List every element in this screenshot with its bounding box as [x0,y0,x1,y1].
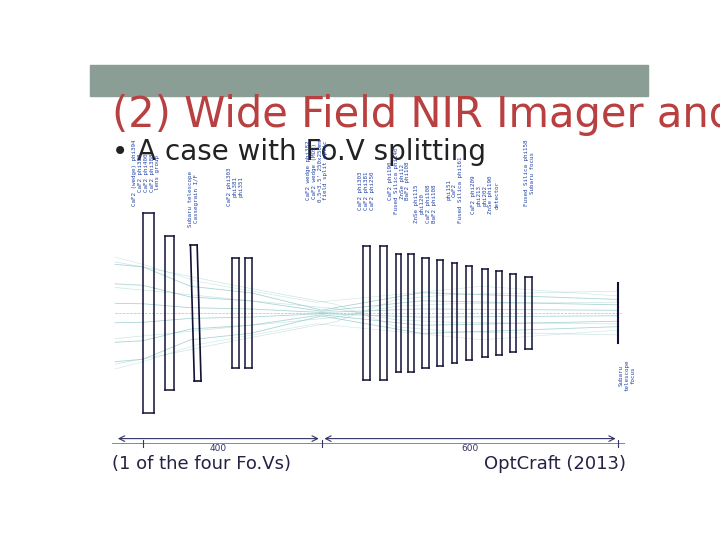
Text: 600: 600 [462,443,479,453]
Text: CaF2 phi303
CaF2 phi381
CaF2 phi250: CaF2 phi303 CaF2 phi381 CaF2 phi250 [358,172,374,211]
Text: CaF2 phi209
phi213
phi202
ZnSe phi190
detector: CaF2 phi209 phi213 phi202 ZnSe phi190 de… [471,176,499,214]
Text: Subaru telescope
Cassegrain I/F: Subaru telescope Cassegrain I/F [188,171,199,227]
Text: phi151
CaF2
Fused Silica phi161: phi151 CaF2 Fused Silica phi161 [446,156,463,223]
Text: CaF2 phi190
Fused Silica phi140
ZnSe phi12
BaF2 phi108: CaF2 phi190 Fused Silica phi140 ZnSe phi… [388,148,410,214]
Text: ZnSe phi115
phi120
CaF2 phi108
BaF2 phi108: ZnSe phi115 phi120 CaF2 phi108 BaF2 phi1… [414,184,436,223]
Text: (1 of the four Fo.Vs): (1 of the four Fo.Vs) [112,455,292,473]
Text: • A case with Fo.V splitting: • A case with Fo.V splitting [112,138,486,166]
Text: CaF2 (wedge) phi394
CaF2 phi388
CaF2 phi400
CaF2 phi388
lens group: CaF2 (wedge) phi394 CaF2 phi388 CaF2 phi… [132,140,161,206]
Text: OptCraft (2013): OptCraft (2013) [484,455,626,473]
Text: (2) Wide Field NIR Imager and MOS: (2) Wide Field NIR Imager and MOS [112,94,720,136]
Text: CaF2 wedge phi382
CaF2 wedge (MOS)
0.5=3.5' 250x250mm
field split optic: CaF2 wedge phi382 CaF2 wedge (MOS) 0.5=3… [306,139,328,202]
Bar [90,65,648,96]
Text: CaF2 phi303
phi381
phi351: CaF2 phi303 phi381 phi351 [227,168,243,206]
Text: 400: 400 [210,443,227,453]
Text: Subaru
telescope
focus: Subaru telescope focus [619,360,636,391]
Text: Fused Silica phi158
Subaru focus: Fused Silica phi158 Subaru focus [524,140,535,206]
